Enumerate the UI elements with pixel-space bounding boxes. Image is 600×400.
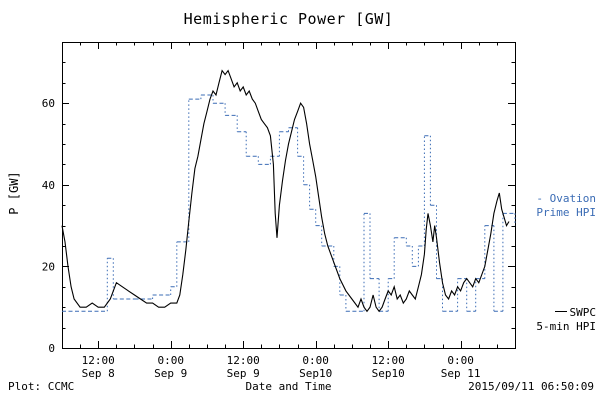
svg-text:Sep10: Sep10 (299, 367, 332, 380)
plot-credit: Plot: CCMC (8, 380, 75, 393)
timestamp: 2015/09/11 06:50:09 (468, 380, 594, 393)
series-swpc (61, 69, 510, 313)
svg-text:0:00: 0:00 (157, 354, 184, 367)
svg-text:20: 20 (42, 260, 55, 273)
chart-title: Hemispheric Power [GW] (183, 10, 394, 28)
swpc-line-sample-icon (554, 311, 567, 312)
axes (62, 42, 516, 349)
legend-swpc-line2: 5-min HPI (536, 320, 596, 333)
legend-ovation-line1: - Ovation (536, 192, 596, 205)
svg-text:60: 60 (42, 97, 55, 110)
svg-text:0:00: 0:00 (302, 354, 329, 367)
svg-text:Sep 8: Sep 8 (82, 367, 115, 380)
x-axis-label: Date and Time (245, 380, 332, 393)
legend-ovation-line2: Prime HPI (536, 206, 596, 219)
legend-ovation: - Ovation Prime HPI (510, 192, 596, 220)
y-axis-label: P [GW] (7, 171, 21, 215)
svg-text:Sep 11: Sep 11 (441, 367, 481, 380)
svg-text:12:00: 12:00 (82, 354, 115, 367)
svg-text:12:00: 12:00 (227, 354, 260, 367)
legend-swpc: SWPC 5-min HPI (510, 306, 596, 334)
svg-text:Sep 9: Sep 9 (154, 367, 187, 380)
svg-text:Sep10: Sep10 (372, 367, 405, 380)
svg-text:0:00: 0:00 (447, 354, 474, 367)
svg-text:12:00: 12:00 (372, 354, 405, 367)
svg-text:0: 0 (48, 342, 55, 355)
svg-text:40: 40 (42, 179, 55, 192)
series-ovation (62, 94, 516, 312)
svg-text:Sep 9: Sep 9 (227, 367, 260, 380)
legend-swpc-line1: SWPC (569, 306, 597, 319)
